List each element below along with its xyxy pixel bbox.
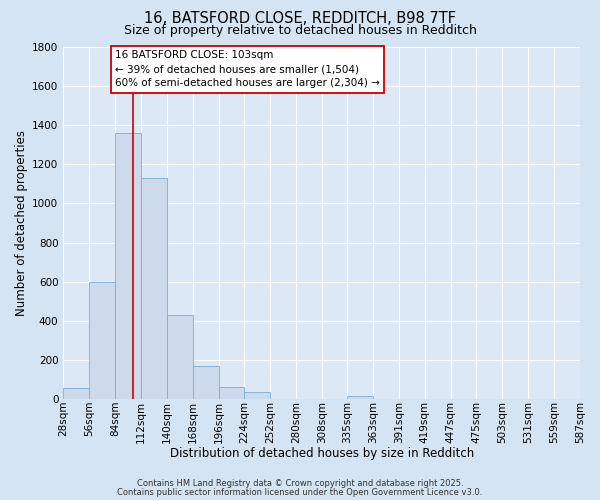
Bar xyxy=(63,388,89,400)
Text: Size of property relative to detached houses in Redditch: Size of property relative to detached ho… xyxy=(124,24,476,37)
Bar xyxy=(167,315,193,400)
Bar xyxy=(89,282,115,400)
Bar xyxy=(218,386,244,400)
Bar xyxy=(244,392,271,400)
Bar xyxy=(115,132,141,400)
Y-axis label: Number of detached properties: Number of detached properties xyxy=(15,130,28,316)
Text: 16, BATSFORD CLOSE, REDDITCH, B98 7TF: 16, BATSFORD CLOSE, REDDITCH, B98 7TF xyxy=(144,11,456,26)
Text: 16 BATSFORD CLOSE: 103sqm
← 39% of detached houses are smaller (1,504)
60% of se: 16 BATSFORD CLOSE: 103sqm ← 39% of detac… xyxy=(115,50,380,88)
X-axis label: Distribution of detached houses by size in Redditch: Distribution of detached houses by size … xyxy=(170,447,474,460)
Text: Contains HM Land Registry data © Crown copyright and database right 2025.: Contains HM Land Registry data © Crown c… xyxy=(137,480,463,488)
Text: Contains public sector information licensed under the Open Government Licence v3: Contains public sector information licen… xyxy=(118,488,482,497)
Bar xyxy=(347,396,373,400)
Bar xyxy=(193,366,218,400)
Bar xyxy=(141,178,167,400)
